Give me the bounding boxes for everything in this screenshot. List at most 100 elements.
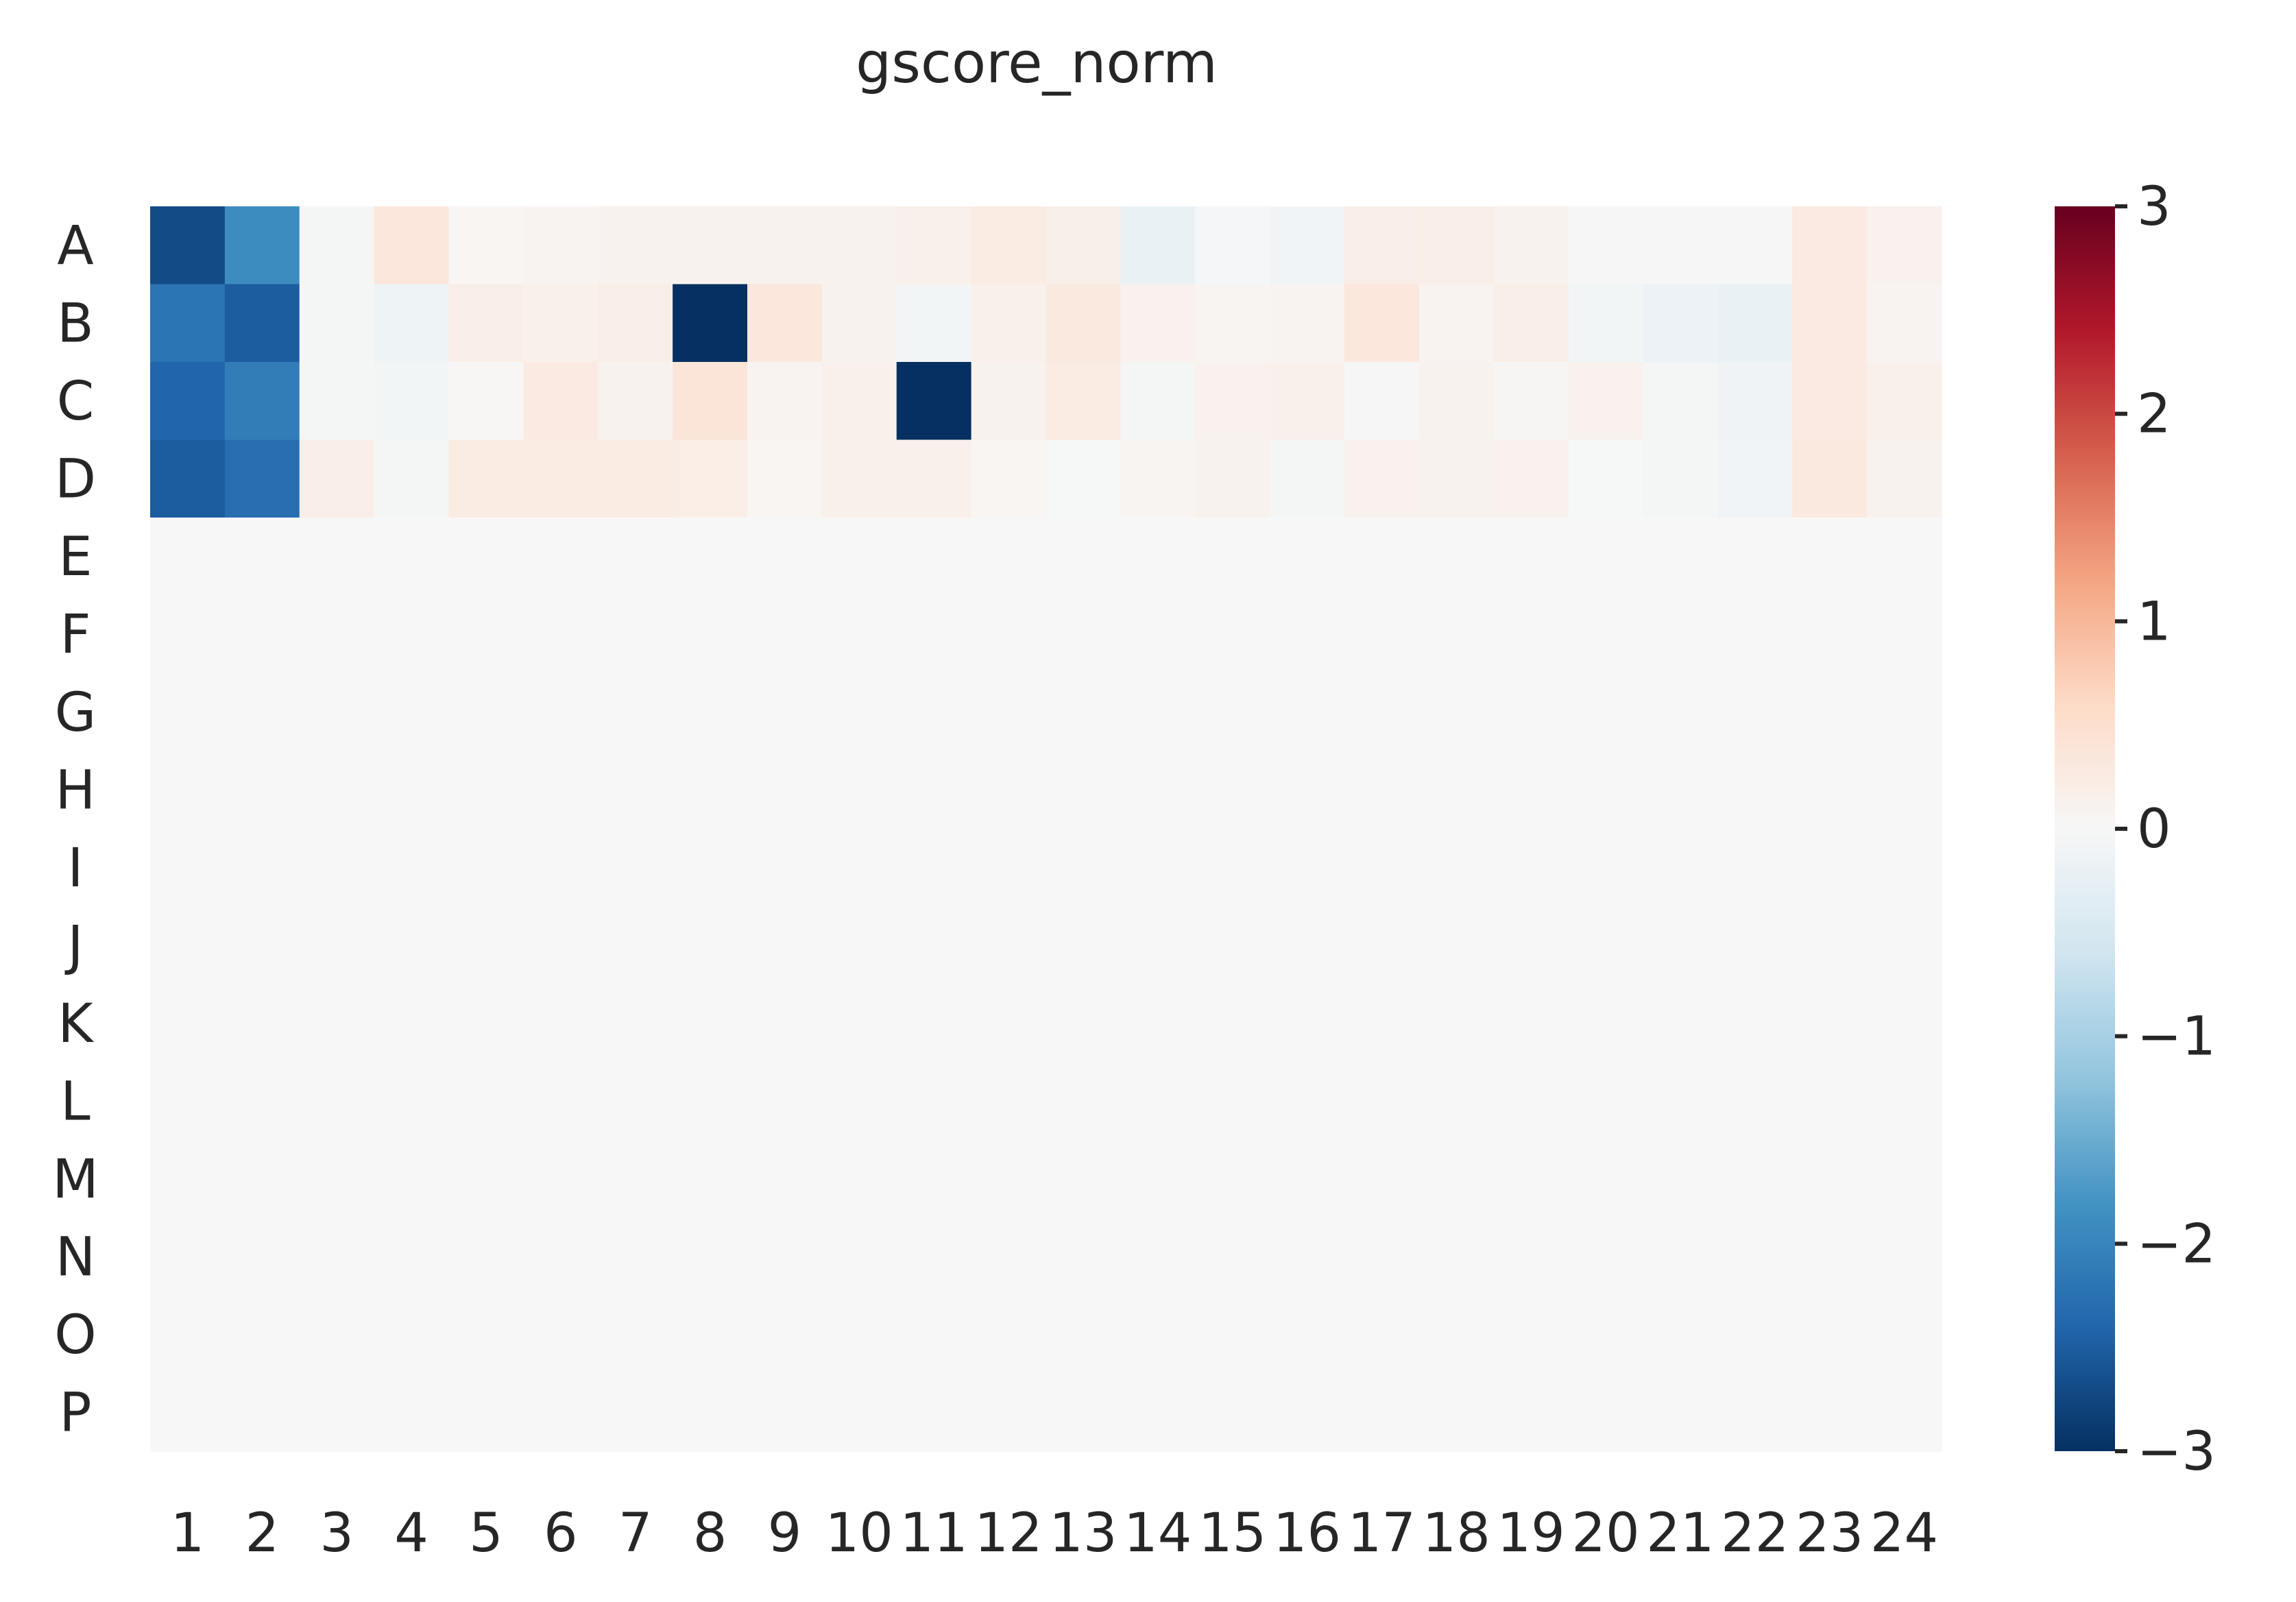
heatmap-cell-D-15 — [1195, 439, 1270, 518]
heatmap-cell-M-2 — [224, 1140, 300, 1219]
heatmap-cell-P-24 — [1867, 1373, 1942, 1452]
heatmap-cell-K-3 — [299, 984, 375, 1063]
heatmap-cell-H-23 — [1792, 751, 1868, 829]
heatmap-cell-L-16 — [1270, 1062, 1345, 1141]
heatmap-cell-P-16 — [1270, 1373, 1345, 1452]
heatmap-cell-D-21 — [1643, 439, 1718, 518]
heatmap-cell-E-3 — [299, 518, 375, 596]
heatmap-cell-J-22 — [1717, 906, 1793, 985]
heatmap-cell-M-21 — [1643, 1140, 1718, 1219]
heatmap-cell-F-22 — [1717, 595, 1793, 674]
heatmap-cell-P-4 — [374, 1373, 450, 1452]
heatmap-cell-N-13 — [1046, 1217, 1121, 1296]
column-label-5: 5 — [469, 1503, 503, 1564]
heatmap-cell-K-2 — [224, 984, 300, 1063]
heatmap-cell-A-8 — [673, 206, 748, 285]
heatmap-cell-J-13 — [1046, 906, 1121, 985]
heatmap-cell-G-1 — [150, 673, 226, 752]
heatmap-cell-B-15 — [1195, 284, 1270, 363]
heatmap-cell-C-8 — [673, 362, 748, 441]
heatmap-cell-B-12 — [971, 284, 1047, 363]
column-label-13: 13 — [1049, 1503, 1117, 1564]
heatmap-cell-I-5 — [448, 829, 524, 908]
column-label-16: 16 — [1273, 1503, 1341, 1564]
heatmap-cell-F-4 — [374, 595, 450, 674]
heatmap-cell-D-24 — [1867, 439, 1942, 518]
row-label-J: J — [64, 915, 83, 977]
heatmap-cell-D-10 — [821, 439, 897, 518]
heatmap-cell-M-13 — [1046, 1140, 1121, 1219]
heatmap-cell-G-9 — [747, 673, 823, 752]
heatmap-cell-A-18 — [1418, 206, 1495, 285]
heatmap-cell-O-4 — [374, 1296, 450, 1374]
heatmap-cell-B-11 — [896, 284, 972, 363]
heatmap-cell-K-5 — [448, 984, 524, 1063]
heatmap-cell-I-15 — [1195, 829, 1270, 908]
heatmap-cell-I-16 — [1270, 829, 1345, 908]
heatmap-cell-F-15 — [1195, 595, 1270, 674]
heatmap-cell-F-5 — [448, 595, 524, 674]
heatmap-cell-O-23 — [1792, 1296, 1868, 1374]
heatmap-cell-B-2 — [224, 284, 300, 363]
heatmap-cell-C-10 — [821, 362, 897, 441]
heatmap-cell-L-23 — [1792, 1062, 1868, 1141]
column-label-10: 10 — [825, 1503, 893, 1564]
heatmap-cell-O-13 — [1046, 1296, 1121, 1374]
heatmap-cell-I-11 — [896, 829, 972, 908]
heatmap-cell-M-8 — [673, 1140, 748, 1219]
heatmap-cell-I-24 — [1867, 829, 1942, 908]
heatmap-cell-P-17 — [1344, 1373, 1420, 1452]
column-label-15: 15 — [1198, 1503, 1266, 1564]
colorbar-tick-label: 3 — [2137, 176, 2171, 238]
heatmap-cell-G-11 — [896, 673, 972, 752]
row-label-K: K — [58, 993, 94, 1055]
heatmap-cell-A-1 — [150, 206, 226, 285]
heatmap-cell-N-11 — [896, 1217, 972, 1296]
heatmap-cell-G-20 — [1568, 673, 1644, 752]
heatmap-cell-D-22 — [1717, 439, 1793, 518]
heatmap-cell-L-24 — [1867, 1062, 1942, 1141]
heatmap-cell-M-11 — [896, 1140, 972, 1219]
heatmap-cell-O-10 — [821, 1296, 897, 1374]
row-label-P: P — [59, 1382, 91, 1444]
heatmap-cell-I-4 — [374, 829, 450, 908]
heatmap-cell-F-9 — [747, 595, 823, 674]
heatmap-cell-J-9 — [747, 906, 823, 985]
heatmap-cell-B-21 — [1643, 284, 1718, 363]
row-label-B: B — [57, 293, 94, 354]
heatmap-cell-C-9 — [747, 362, 823, 441]
heatmap-cell-C-20 — [1568, 362, 1644, 441]
heatmap-cell-E-2 — [224, 518, 300, 596]
heatmap-cell-N-2 — [224, 1217, 300, 1296]
heatmap-cell-C-4 — [374, 362, 450, 441]
heatmap-cell-P-13 — [1046, 1373, 1121, 1452]
heatmap-cell-D-19 — [1493, 439, 1569, 518]
heatmap-cell-J-12 — [971, 906, 1047, 985]
heatmap-cell-N-23 — [1792, 1217, 1868, 1296]
heatmap-cell-K-6 — [523, 984, 599, 1063]
heatmap-cell-H-1 — [150, 751, 226, 829]
heatmap-cell-O-5 — [448, 1296, 524, 1374]
heatmap-cell-H-16 — [1270, 751, 1345, 829]
heatmap-cell-E-9 — [747, 518, 823, 596]
heatmap-cell-L-20 — [1568, 1062, 1644, 1141]
heatmap-cell-J-8 — [673, 906, 748, 985]
row-label-A: A — [57, 215, 93, 277]
heatmap-cell-L-9 — [747, 1062, 823, 1141]
row-label-D: D — [55, 448, 96, 510]
column-label-1: 1 — [171, 1503, 205, 1564]
heatmap-cell-N-4 — [374, 1217, 450, 1296]
heatmap-cell-G-14 — [1120, 673, 1196, 752]
heatmap-cell-N-19 — [1493, 1217, 1569, 1296]
heatmap-cell-P-23 — [1792, 1373, 1868, 1452]
heatmap-cell-A-4 — [374, 206, 450, 285]
heatmap-cell-N-6 — [523, 1217, 599, 1296]
heatmap-cell-G-5 — [448, 673, 524, 752]
heatmap-cell-M-16 — [1270, 1140, 1345, 1219]
heatmap-cell-M-3 — [299, 1140, 375, 1219]
heatmap-cell-L-10 — [821, 1062, 897, 1141]
heatmap-cell-J-2 — [224, 906, 300, 985]
heatmap-cell-H-15 — [1195, 751, 1270, 829]
heatmap-cell-O-19 — [1493, 1296, 1569, 1374]
heatmap-cell-F-24 — [1867, 595, 1942, 674]
